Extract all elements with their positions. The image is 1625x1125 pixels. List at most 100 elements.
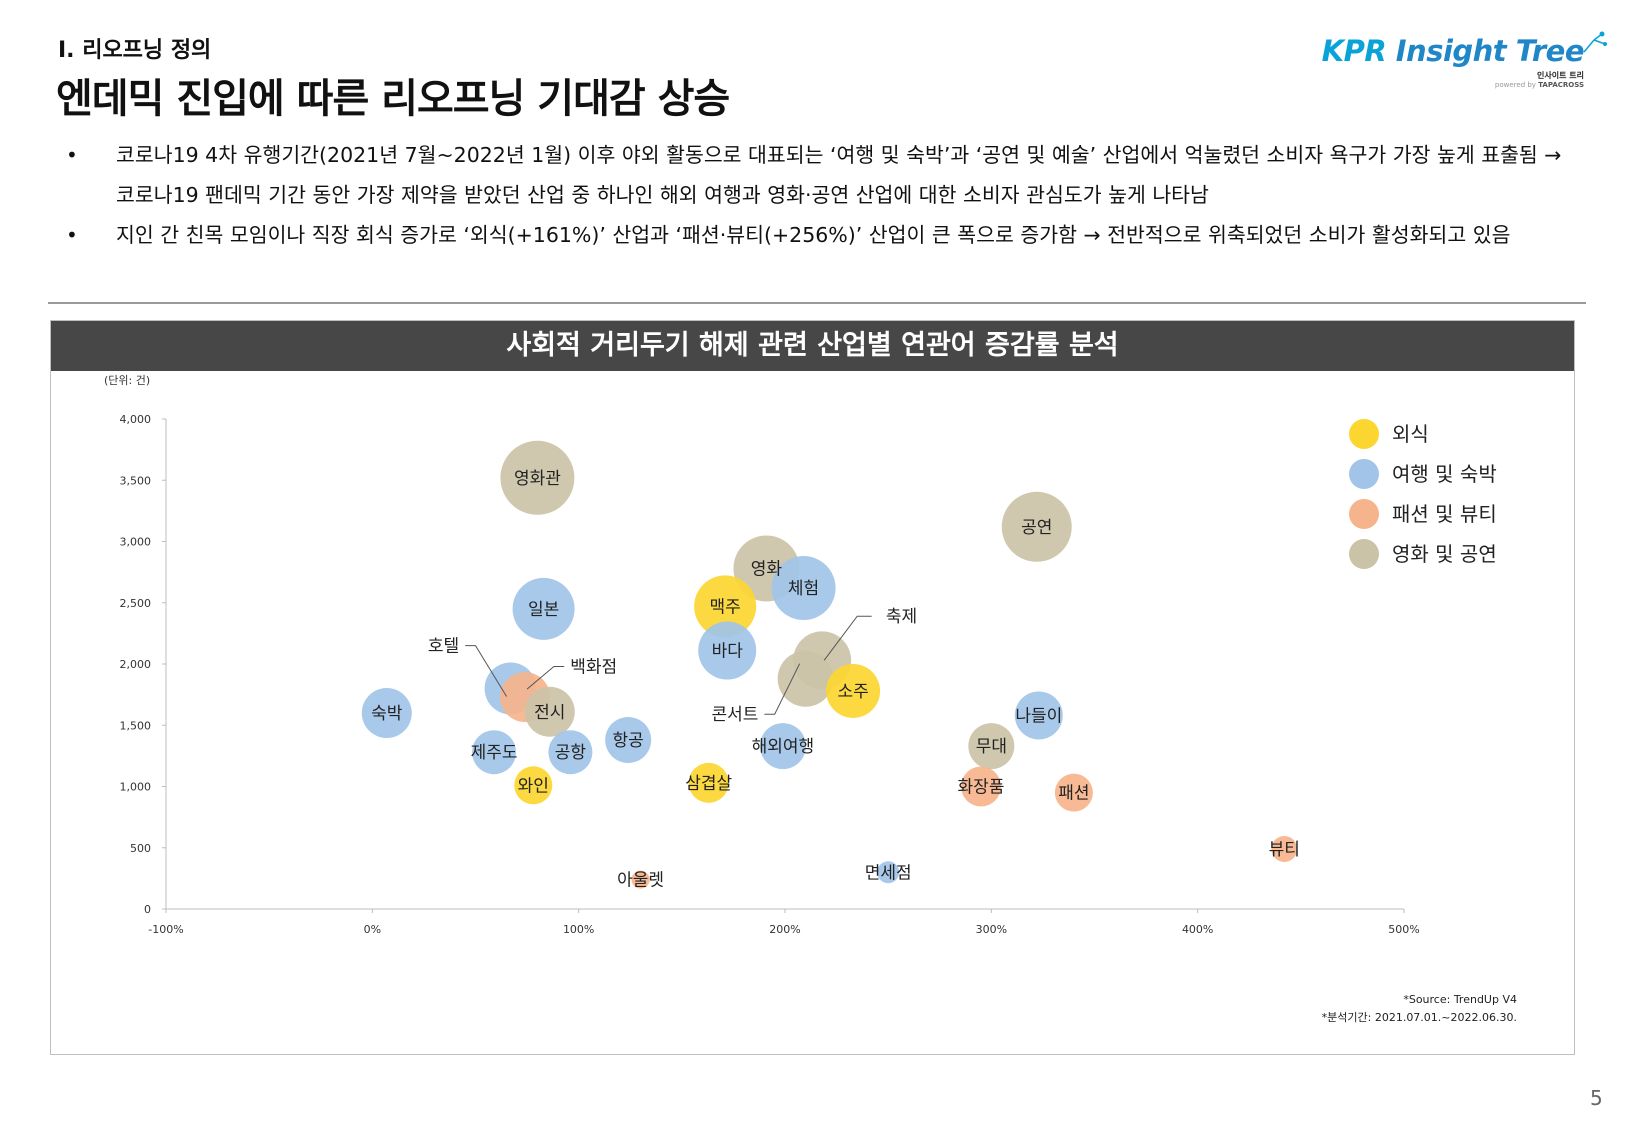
y-tick-label: 0 bbox=[144, 903, 151, 916]
bubble-point bbox=[777, 650, 834, 707]
bubble-label: 축제 bbox=[886, 607, 917, 627]
bullet-text: 지인 간 친목 모임이나 직장 회식 증가로 ‘외식(+161%)’ 산업과 ‘… bbox=[116, 223, 1511, 247]
x-tick-label: 0% bbox=[364, 923, 381, 936]
bubble-label: 화장품 bbox=[958, 778, 1005, 798]
chart-panel: 사회적 거리두기 해제 관련 산업별 연관어 증감률 분석 0 500 1,000 1… bbox=[50, 320, 1575, 1055]
bubble-label: 맥주 bbox=[710, 597, 741, 617]
unit-label: (단위: 건) bbox=[104, 374, 150, 387]
bubble-point bbox=[514, 766, 553, 805]
source-note: *분석기간: 2021.07.01.~2022.06.30. bbox=[1322, 1011, 1517, 1024]
bubble-label: 뷰티 bbox=[1269, 840, 1300, 860]
bubble-point bbox=[826, 663, 881, 718]
y-tick-label: 3,000 bbox=[120, 536, 152, 549]
bubble-label: 전시 bbox=[534, 703, 565, 723]
bubble-label: 일본 bbox=[528, 600, 559, 620]
logo-wordmark: KPR Insight Tree bbox=[1321, 34, 1585, 68]
bullet-text: 코로나19 4차 유행기간(2021년 7월~2022년 1월) 이후 야외 활… bbox=[116, 143, 1562, 207]
legend-swatch bbox=[1349, 419, 1379, 449]
bubble-point bbox=[1001, 491, 1072, 562]
bubble-point bbox=[512, 577, 575, 640]
legend-swatch bbox=[1349, 539, 1379, 569]
bullet-item: • 코로나19 4차 유행기간(2021년 7월~2022년 1월) 이후 야외… bbox=[60, 135, 1580, 215]
bubble-label: 항공 bbox=[613, 731, 644, 751]
x-tick-label: 200% bbox=[769, 923, 800, 936]
bubble-point bbox=[1054, 773, 1093, 812]
section-divider bbox=[48, 302, 1586, 304]
bubble-label: 아울렛 bbox=[617, 871, 664, 891]
bubble-point bbox=[877, 861, 900, 884]
x-tick-label: 500% bbox=[1388, 923, 1419, 936]
bubble-label: 패션 bbox=[1058, 784, 1089, 804]
bubble-point bbox=[1014, 691, 1063, 740]
bubble-point bbox=[472, 730, 517, 775]
bubble-point bbox=[698, 621, 757, 680]
bubble-label: 소주 bbox=[837, 682, 868, 702]
y-tick-label: 1,500 bbox=[120, 719, 152, 732]
x-tick-label: 400% bbox=[1182, 923, 1213, 936]
legend-label: 외식 bbox=[1392, 422, 1429, 446]
bubble-label: 영화관 bbox=[514, 469, 561, 489]
bubble-point bbox=[631, 870, 650, 889]
bubble-label: 해외여행 bbox=[752, 737, 815, 757]
legend-label: 여행 및 숙박 bbox=[1392, 462, 1497, 486]
bubble-point bbox=[688, 762, 729, 803]
logo-powered-by: powered by TAPACROSS bbox=[1494, 81, 1584, 89]
legend-swatch bbox=[1349, 499, 1379, 529]
x-tick-label: -100% bbox=[148, 923, 183, 936]
summary-bullets: • 코로나19 4차 유행기간(2021년 7월~2022년 1월) 이후 야외… bbox=[60, 135, 1580, 255]
logo-korean-sub: 인사이트 트리 bbox=[1537, 71, 1584, 80]
bubble-label: 숙박 bbox=[371, 704, 403, 724]
bubble-point bbox=[759, 723, 806, 770]
page-number: 5 bbox=[1590, 1086, 1603, 1110]
bubble-label: 콘서트 bbox=[711, 705, 758, 725]
bubble-label: 공항 bbox=[555, 743, 587, 763]
bullet-dot: • bbox=[66, 143, 78, 167]
bubble-label: 바다 bbox=[712, 642, 744, 662]
callout-line bbox=[465, 645, 508, 697]
y-tick-label: 4,000 bbox=[120, 413, 152, 426]
bubble-label: 면세점 bbox=[865, 863, 912, 883]
source-note: *Source: TrendUp V4 bbox=[1403, 993, 1517, 1006]
chart-title: 사회적 거리두기 해제 관련 산업별 연관어 증감률 분석 bbox=[51, 321, 1574, 371]
bubble-point bbox=[548, 730, 593, 775]
bubble-label: 백화점 bbox=[570, 657, 617, 677]
bubble-point bbox=[361, 688, 412, 738]
legend-swatch bbox=[1349, 459, 1379, 489]
bullet-dot: • bbox=[66, 223, 78, 247]
brand-logo: KPR Insight Tree 인사이트 트리 powered by TAPA… bbox=[1322, 30, 1610, 90]
y-tick-label: 2,000 bbox=[120, 658, 152, 671]
x-tick-label: 300% bbox=[976, 923, 1007, 936]
legend-label: 영화 및 공연 bbox=[1392, 542, 1497, 566]
y-tick-label: 500 bbox=[130, 842, 151, 855]
bubble-label: 영화 bbox=[751, 559, 783, 579]
bubble-point bbox=[694, 575, 757, 638]
bubble-point bbox=[968, 723, 1015, 770]
callout-line bbox=[526, 665, 565, 690]
bubble-chart: 0 500 1,000 1,500 2,000 2,500 3,000 3,500 4,000 -… bbox=[104, 374, 1517, 1024]
logo-tree-icon bbox=[1583, 31, 1607, 53]
y-tick-label: 3,500 bbox=[120, 474, 152, 487]
bubble-point bbox=[500, 440, 575, 515]
bubble-point bbox=[961, 766, 1002, 807]
bubble-point bbox=[524, 686, 575, 737]
bubble-label: 무대 bbox=[976, 737, 1007, 757]
section-label: Ⅰ. 리오프닝 정의 bbox=[58, 38, 212, 63]
bubble-label: 공연 bbox=[1021, 518, 1052, 538]
callout-line bbox=[764, 663, 801, 715]
bubble-point bbox=[771, 556, 836, 621]
bubble-point bbox=[1271, 835, 1298, 862]
y-tick-label: 1,000 bbox=[120, 781, 152, 794]
y-tick-label: 2,500 bbox=[120, 597, 152, 610]
bubble-point bbox=[605, 716, 652, 763]
bubble-label: 와인 bbox=[518, 776, 549, 796]
bubble-label: 체험 bbox=[788, 579, 819, 599]
bullet-item: • 지인 간 친목 모임이나 직장 회식 증가로 ‘외식(+161%)’ 산업과… bbox=[60, 215, 1580, 255]
bubble-label: 삼겹살 bbox=[685, 774, 732, 794]
x-tick-label: 100% bbox=[563, 923, 594, 936]
bubble-label: 호텔 bbox=[428, 637, 459, 657]
bubble-label: 제주도 bbox=[471, 743, 518, 763]
page-title: 엔데믹 진입에 따른 리오프닝 기대감 상승 bbox=[56, 76, 730, 122]
callout-line bbox=[823, 615, 872, 661]
bubble-label: 나들이 bbox=[1015, 706, 1062, 726]
legend-label: 패션 및 뷰티 bbox=[1392, 502, 1497, 526]
